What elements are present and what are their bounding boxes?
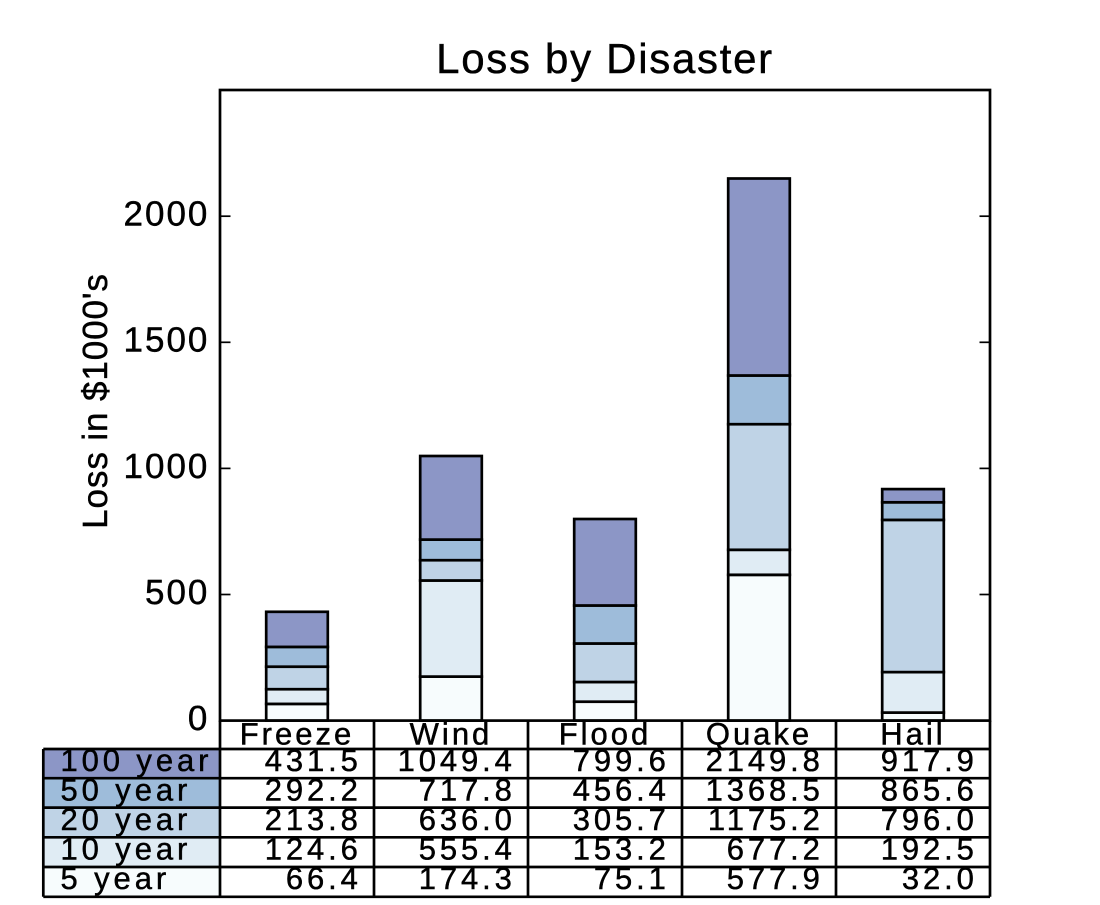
svg-text:555.4: 555.4 bbox=[419, 832, 516, 867]
svg-text:75.1: 75.1 bbox=[594, 861, 670, 896]
svg-text:153.2: 153.2 bbox=[573, 832, 670, 867]
svg-text:1175.2: 1175.2 bbox=[708, 802, 824, 837]
svg-text:124.6: 124.6 bbox=[265, 832, 362, 867]
svg-text:174.3: 174.3 bbox=[419, 861, 516, 896]
svg-text:1368.5: 1368.5 bbox=[706, 772, 824, 807]
svg-text:20 year: 20 year bbox=[61, 802, 192, 837]
svg-text:66.4: 66.4 bbox=[286, 861, 362, 896]
svg-text:Loss by Disaster: Loss by Disaster bbox=[436, 35, 774, 82]
svg-text:Loss in $1000's: Loss in $1000's bbox=[76, 273, 115, 529]
svg-text:717.8: 717.8 bbox=[419, 772, 516, 807]
svg-text:1049.4: 1049.4 bbox=[398, 743, 516, 778]
svg-text:50 year: 50 year bbox=[61, 772, 192, 807]
svg-text:636.0: 636.0 bbox=[419, 802, 516, 837]
svg-text:500: 500 bbox=[145, 573, 209, 612]
svg-text:Flood: Flood bbox=[559, 717, 652, 752]
svg-text:305.7: 305.7 bbox=[573, 802, 670, 837]
svg-text:192.5: 192.5 bbox=[881, 832, 978, 867]
svg-text:865.6: 865.6 bbox=[881, 772, 978, 807]
svg-text:1000: 1000 bbox=[124, 447, 210, 486]
svg-text:1500: 1500 bbox=[124, 321, 210, 360]
svg-text:677.2: 677.2 bbox=[727, 832, 824, 867]
svg-text:0: 0 bbox=[188, 699, 209, 738]
svg-text:100 year: 100 year bbox=[61, 743, 213, 778]
svg-text:577.9: 577.9 bbox=[727, 861, 824, 896]
svg-text:Wind: Wind bbox=[410, 717, 493, 752]
svg-text:2000: 2000 bbox=[124, 195, 210, 234]
svg-text:917.9: 917.9 bbox=[881, 743, 978, 778]
svg-text:Freeze: Freeze bbox=[240, 717, 354, 752]
svg-text:796.0: 796.0 bbox=[881, 802, 978, 837]
svg-text:431.5: 431.5 bbox=[265, 743, 362, 778]
svg-text:5 year: 5 year bbox=[61, 861, 171, 896]
svg-text:2149.8: 2149.8 bbox=[706, 743, 824, 778]
svg-text:Hail: Hail bbox=[880, 717, 945, 752]
svg-text:10 year: 10 year bbox=[61, 832, 192, 867]
svg-text:292.2: 292.2 bbox=[265, 772, 362, 807]
svg-text:32.0: 32.0 bbox=[902, 861, 978, 896]
svg-text:213.8: 213.8 bbox=[265, 802, 362, 837]
svg-text:456.4: 456.4 bbox=[573, 772, 670, 807]
svg-text:Quake: Quake bbox=[706, 717, 812, 752]
svg-text:799.6: 799.6 bbox=[573, 743, 670, 778]
